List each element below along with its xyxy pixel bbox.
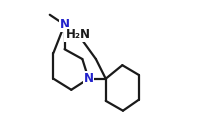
Text: N: N: [60, 18, 70, 31]
Text: H₂N: H₂N: [66, 28, 90, 41]
Text: N: N: [84, 72, 93, 85]
